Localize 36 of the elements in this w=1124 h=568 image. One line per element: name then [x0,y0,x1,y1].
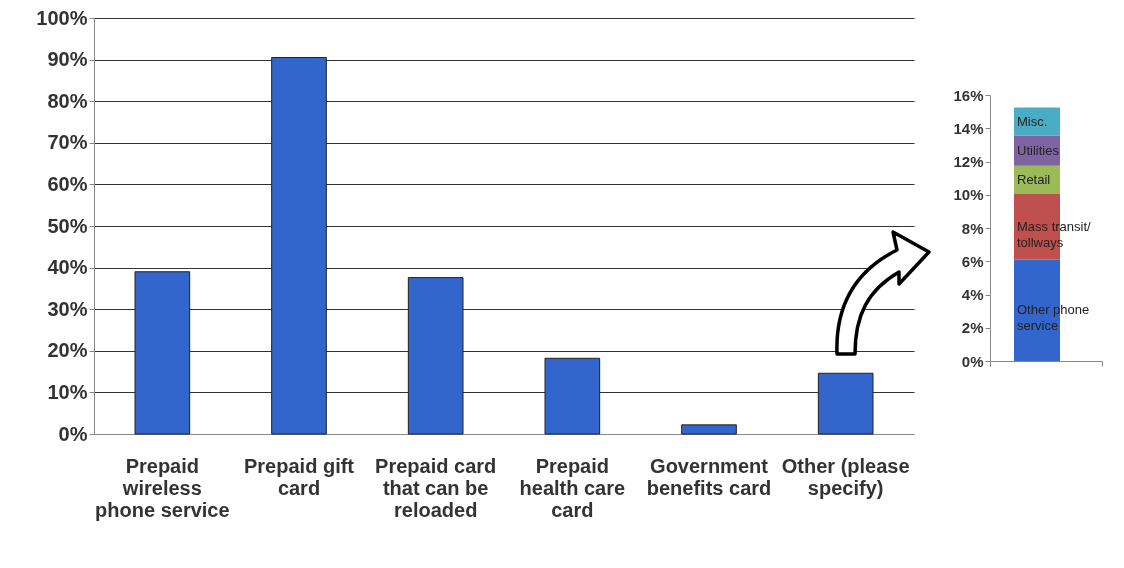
y-tick-label: 0% [961,352,984,370]
x-tick-label: Prepaid gift card [243,454,355,499]
y-tick-label: 30% [47,297,88,320]
y-tick-label: 100% [36,6,88,29]
bar [817,372,874,435]
y-tick-label: 80% [47,89,88,112]
y-tick-label: 0% [58,422,88,445]
y-tick-label: 4% [961,286,984,303]
y-tick-label: 40% [47,256,88,279]
y-tick-label: 60% [47,172,88,195]
y-tick-label: 10% [953,186,984,204]
y-tick-label: 6% [961,252,984,270]
y-tick-label: 50% [47,214,88,237]
series-label: Misc. [1017,113,1048,129]
y-tick-label: 20% [47,339,88,362]
bar [1014,107,1060,136]
series-label: Utilities [1017,142,1060,158]
y-tick-label: 12% [953,153,984,170]
bar [544,357,601,435]
series-label: Retail [1017,171,1051,187]
y-tick-label: 2% [961,319,984,337]
y-tick-label: 90% [47,48,88,71]
x-tick-label: Prepaid card that can be reloaded [375,454,497,521]
y-tick-label: 70% [47,131,88,154]
x-tick-label: Government benefits card [646,454,772,499]
y-tick-label: 14% [953,119,984,137]
y-tick-label: 10% [47,380,88,403]
bar [134,271,191,435]
x-tick-label: Other (please specify) [781,454,910,499]
y-tick-label: 16% [953,86,984,104]
y-tick-label: 8% [961,219,984,237]
x-tick-label: Prepaid health care card [519,454,626,521]
x-tick-label: Prepaid wireless phone service [95,454,230,521]
bar [681,424,737,435]
bar [407,277,464,435]
bar [271,57,327,435]
